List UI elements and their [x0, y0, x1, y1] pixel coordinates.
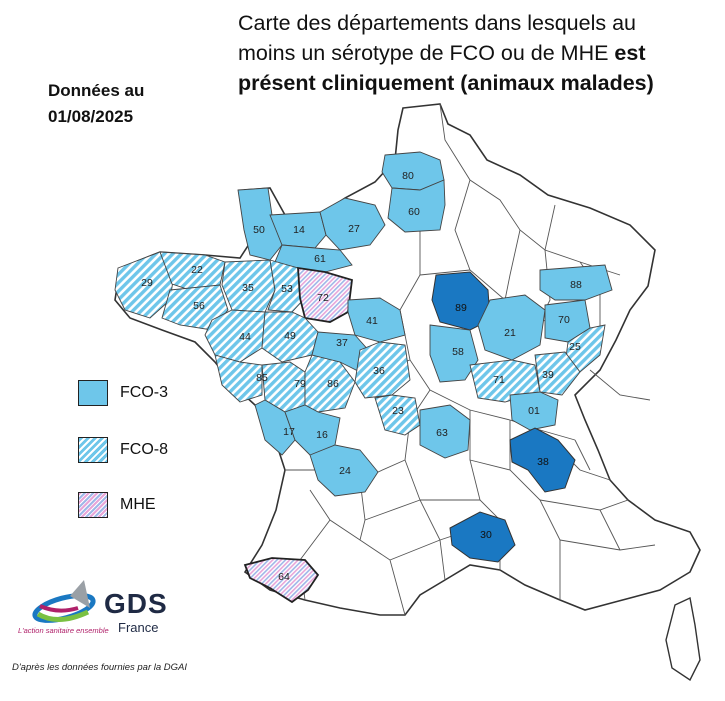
gds-logo-icon — [32, 580, 96, 623]
label-85: 85 — [256, 372, 268, 384]
label-29: 29 — [141, 277, 153, 289]
dept-85[interactable] — [214, 354, 263, 403]
legend-mhe: MHE — [78, 492, 156, 518]
legend-fco8-swatch — [78, 437, 108, 463]
dept-63[interactable] — [419, 404, 471, 459]
source-note: D'après les données fournies par la DGAI — [12, 662, 188, 673]
data-date: Données au 01/08/2025 — [48, 78, 144, 130]
label-21: 21 — [504, 327, 516, 339]
dept-58[interactable] — [429, 324, 479, 383]
dept-36[interactable] — [354, 341, 411, 399]
label-16: 16 — [316, 429, 328, 441]
label-35: 35 — [242, 282, 254, 294]
legend-fco3: FCO-3 — [78, 380, 168, 406]
label-30: 30 — [480, 529, 492, 541]
gds-tagline: L'action sanitaire ensemble — [18, 626, 109, 635]
dept-50[interactable] — [237, 187, 283, 261]
legend-fco8: FCO-8 — [78, 437, 168, 463]
label-56: 56 — [193, 300, 205, 312]
label-14: 14 — [293, 224, 305, 236]
label-01: 01 — [528, 405, 540, 417]
label-61: 61 — [314, 253, 326, 265]
department-labels: 80 60 50 14 27 61 29 22 56 35 53 72 44 4… — [141, 170, 582, 583]
label-63: 63 — [436, 427, 448, 439]
label-17: 17 — [283, 426, 295, 438]
legend-fco3-swatch — [78, 380, 108, 406]
map-title: Carte des départements dans lesquels au … — [238, 8, 708, 98]
legend-mhe-swatch — [78, 492, 108, 518]
label-60: 60 — [408, 206, 420, 218]
dept-24[interactable] — [309, 444, 379, 497]
label-72: 72 — [317, 292, 329, 304]
label-23: 23 — [392, 405, 404, 417]
label-88: 88 — [570, 279, 582, 291]
label-27: 27 — [348, 223, 360, 235]
label-38: 38 — [537, 456, 549, 468]
label-24: 24 — [339, 465, 351, 477]
departments-layer — [114, 151, 613, 604]
legend-fco3-label: FCO-3 — [120, 384, 168, 401]
gds-logo-text: GDS — [104, 588, 168, 619]
title-line-3: présent cliniquement (animaux malades) — [238, 68, 708, 98]
title-line-2: moins un sérotype de FCO ou de MHE est — [238, 38, 708, 68]
dept-16[interactable] — [284, 404, 341, 461]
dept-21[interactable] — [477, 294, 546, 361]
label-37: 37 — [336, 337, 348, 349]
title-line-3-bold: présent cliniquement (animaux malades) — [238, 71, 654, 95]
dept-27[interactable] — [319, 197, 386, 251]
dept-30[interactable] — [449, 511, 516, 563]
label-53: 53 — [281, 283, 293, 295]
dept-38[interactable] — [509, 427, 576, 493]
dept-14[interactable] — [269, 211, 327, 249]
label-80: 80 — [402, 170, 414, 182]
label-41: 41 — [366, 315, 378, 327]
label-36: 36 — [373, 365, 385, 377]
label-25: 25 — [569, 341, 581, 353]
label-70: 70 — [558, 314, 570, 326]
label-39: 39 — [542, 369, 554, 381]
label-50: 50 — [253, 224, 265, 236]
dept-60[interactable] — [387, 179, 446, 233]
dept-41[interactable] — [347, 297, 406, 343]
label-44: 44 — [239, 331, 251, 343]
gds-logo-subtext: France — [118, 620, 159, 635]
date-label: Données au — [48, 81, 145, 100]
dept-72[interactable] — [297, 266, 353, 323]
title-line-2-normal: moins un sérotype de FCO ou de MHE — [238, 41, 615, 65]
legend-mhe-label: MHE — [120, 496, 156, 513]
label-89: 89 — [455, 302, 467, 314]
title-line-1: Carte des départements dans lesquels au — [238, 11, 636, 35]
label-58: 58 — [452, 346, 464, 358]
label-71: 71 — [493, 374, 505, 386]
date-value: 01/08/2025 — [48, 107, 134, 126]
legend-fco8-label: FCO-8 — [120, 441, 168, 458]
dept-01[interactable] — [509, 391, 559, 431]
label-64: 64 — [278, 571, 290, 583]
label-49: 49 — [284, 330, 296, 342]
label-86: 86 — [327, 378, 339, 390]
dept-64[interactable] — [243, 557, 320, 604]
title-line-2-bold: est — [614, 41, 646, 65]
label-79: 79 — [294, 378, 306, 390]
dept-44[interactable] — [204, 309, 266, 363]
label-22: 22 — [191, 264, 203, 276]
